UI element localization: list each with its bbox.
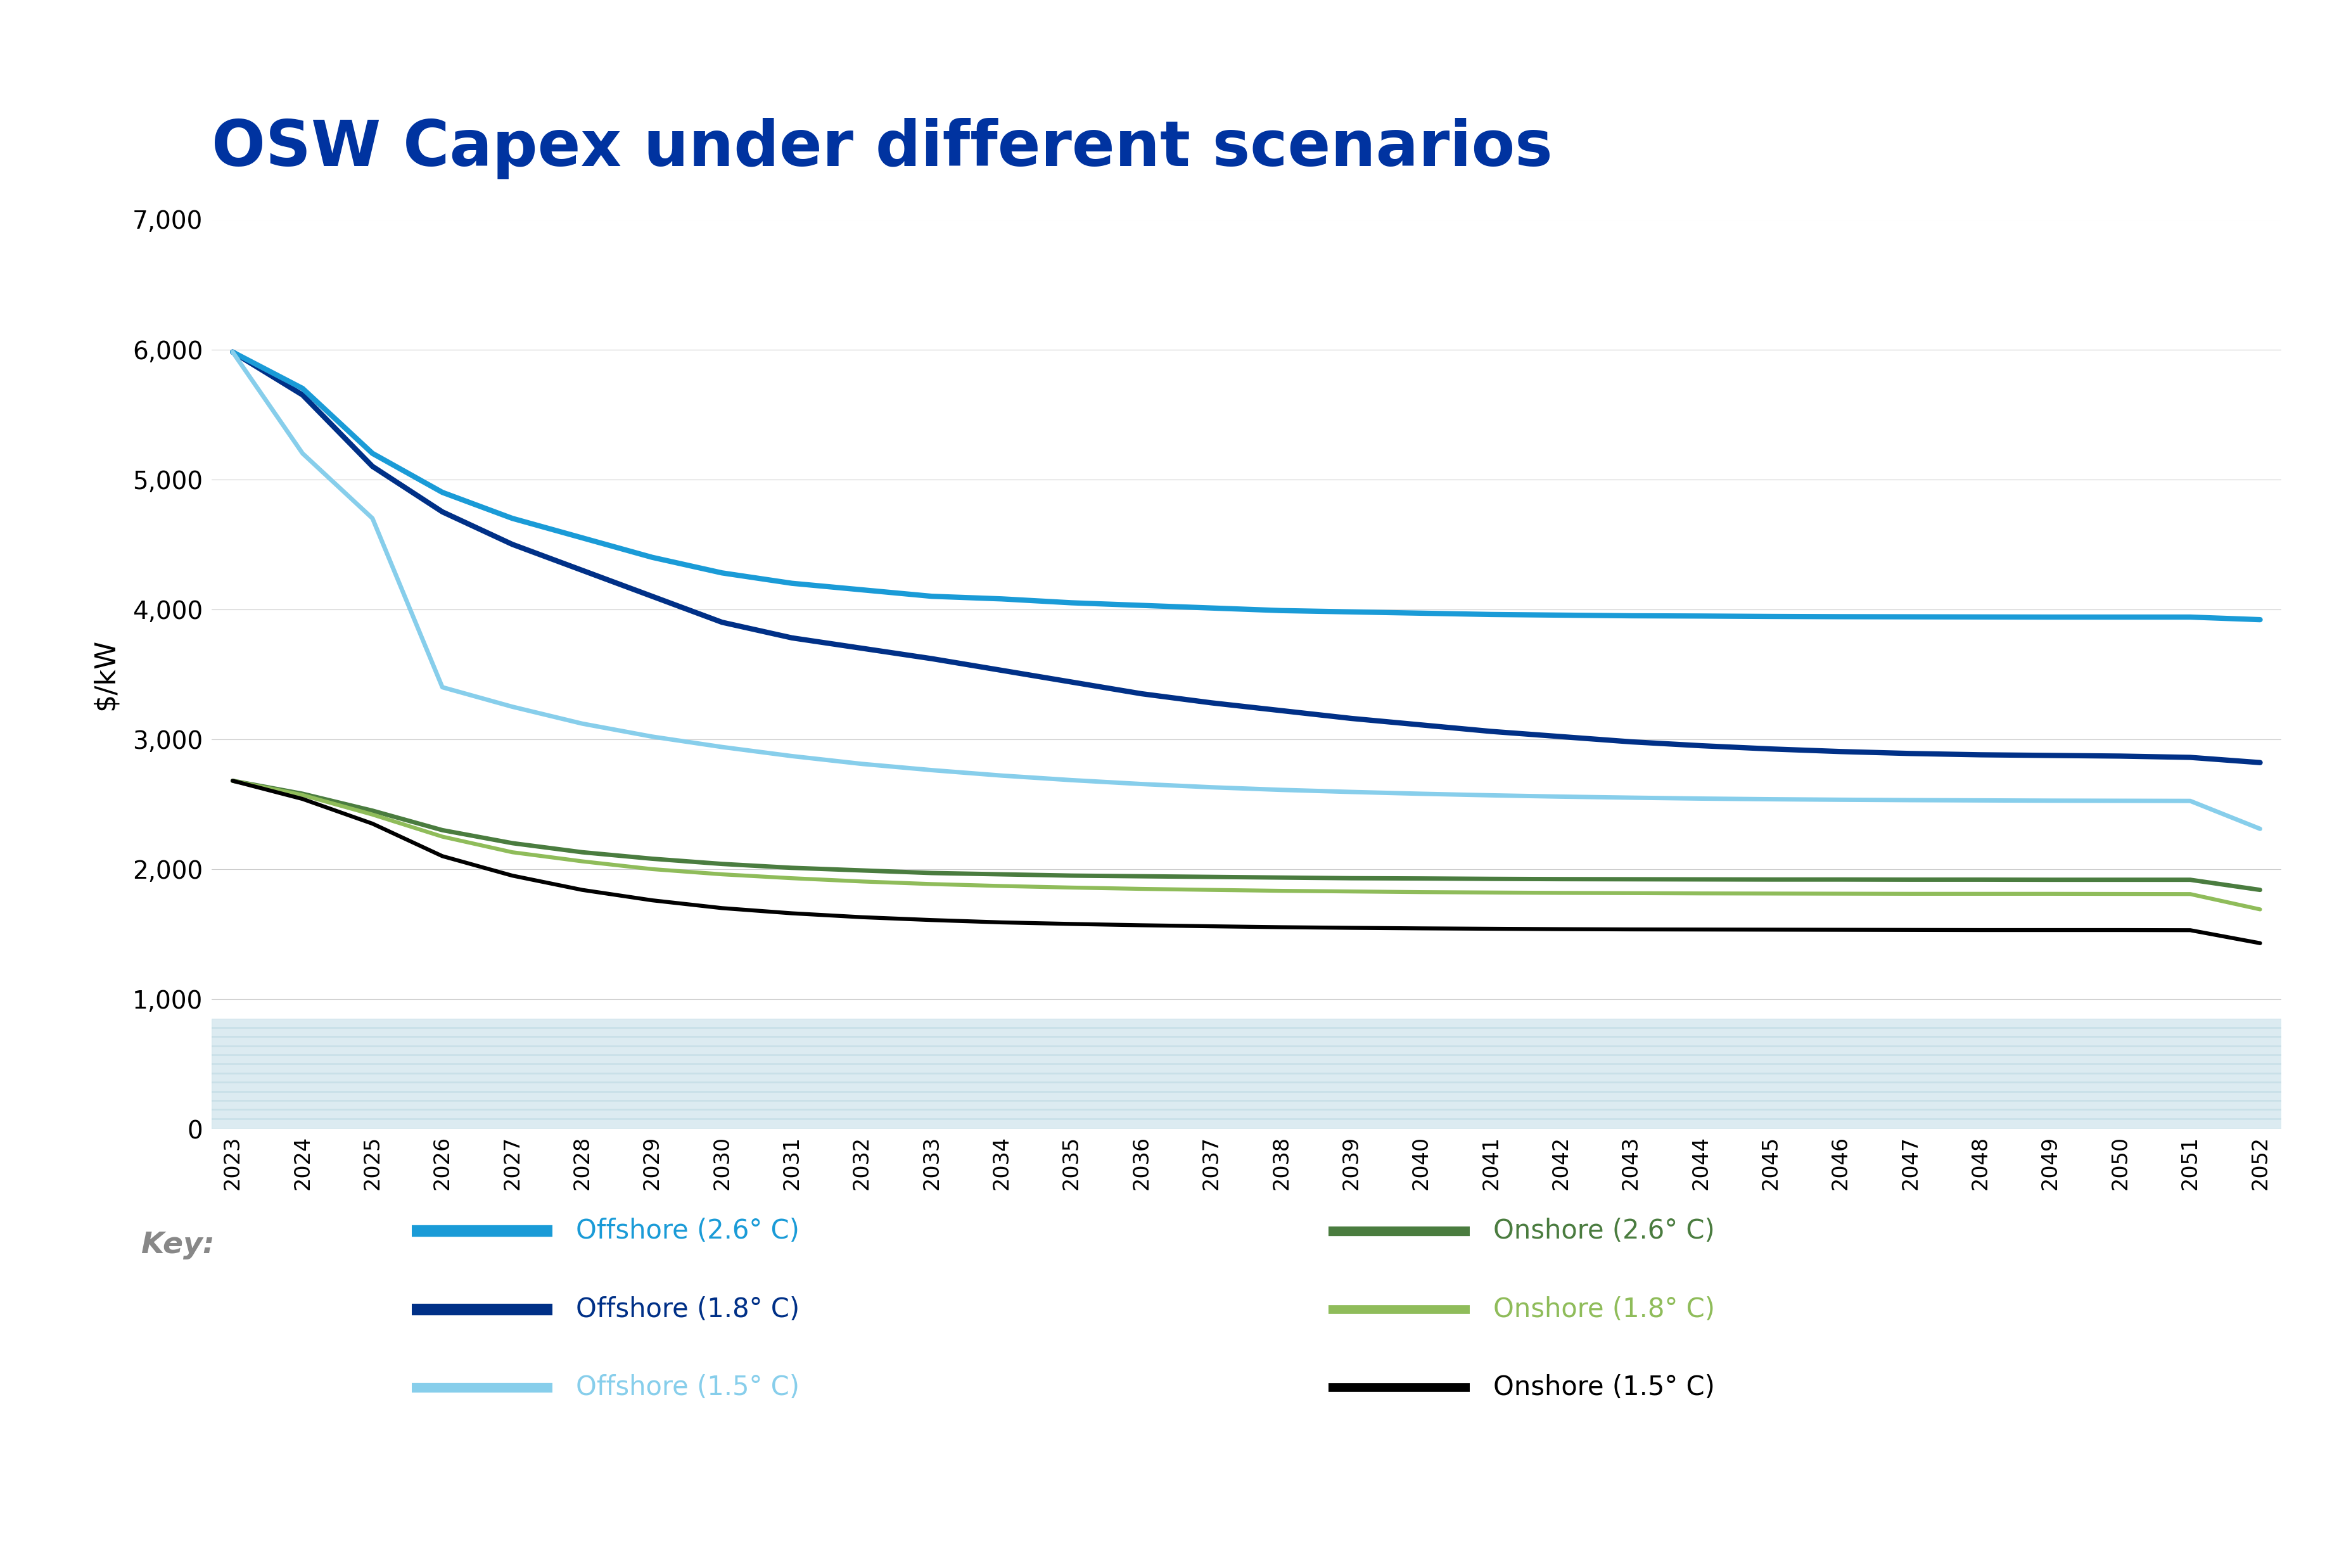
Text: OSW Capex under different scenarios: OSW Capex under different scenarios <box>212 118 1552 179</box>
Text: Onshore (2.6° C): Onshore (2.6° C) <box>1493 1218 1714 1243</box>
Bar <box>212 1019 2280 1129</box>
Text: Offshore (1.8° C): Offshore (1.8° C) <box>576 1297 799 1322</box>
Text: Onshore (1.8° C): Onshore (1.8° C) <box>1493 1297 1714 1322</box>
Y-axis label: $/kW: $/kW <box>92 638 120 710</box>
Text: Offshore (2.6° C): Offshore (2.6° C) <box>576 1218 799 1243</box>
Text: Key:: Key: <box>141 1231 214 1259</box>
Text: Onshore (1.5° C): Onshore (1.5° C) <box>1493 1375 1714 1400</box>
Text: Offshore (1.5° C): Offshore (1.5° C) <box>576 1375 799 1400</box>
